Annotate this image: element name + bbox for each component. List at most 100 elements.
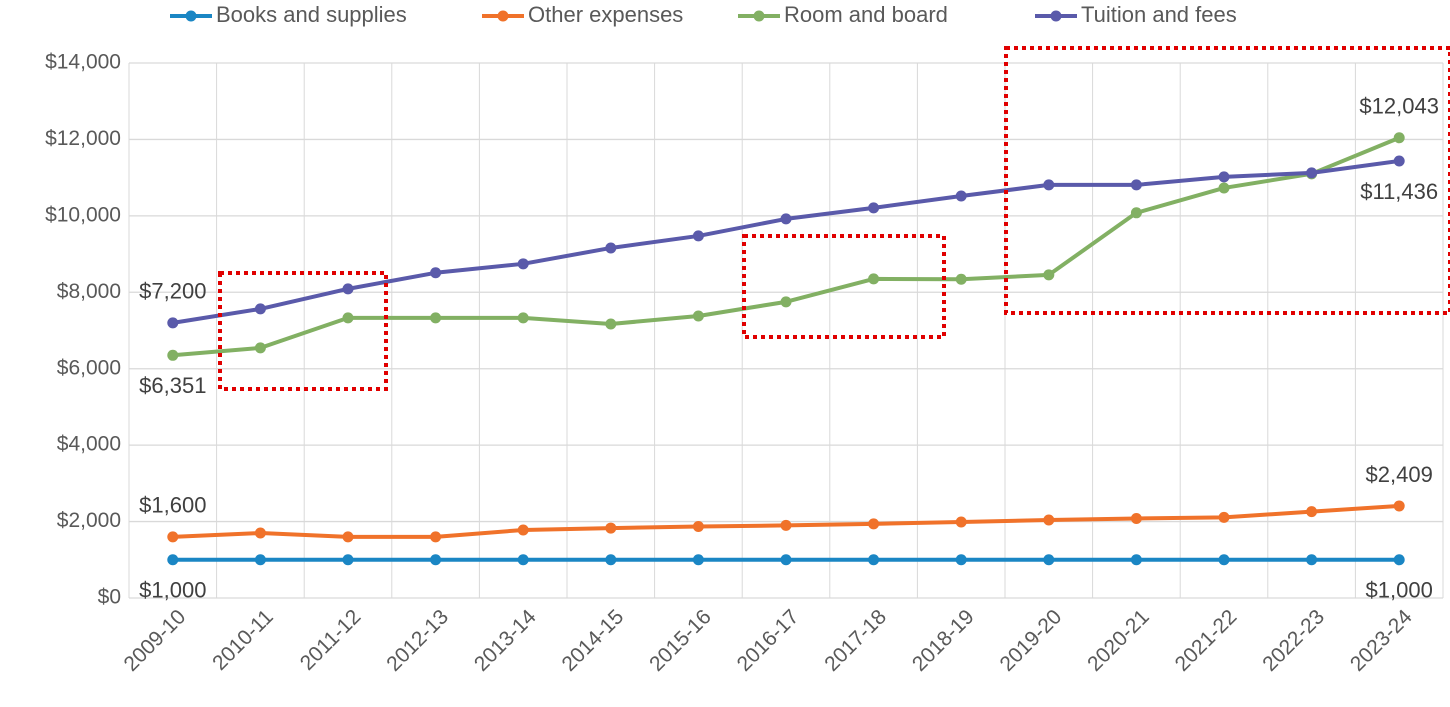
point [167,349,179,361]
point [342,531,354,543]
point [167,317,179,329]
point [1043,554,1055,566]
legend-marker [497,10,509,22]
point [955,273,967,285]
y-tick-label: $12,000 [45,127,121,150]
point [605,554,617,566]
data-label: $1,000 [139,578,206,603]
point [605,242,617,254]
point [692,521,704,533]
point [868,518,880,530]
x-tick-label: 2017-18 [820,605,891,676]
x-tick-label: 2014-15 [557,605,628,676]
point [955,190,967,202]
x-tick-label: 2015-16 [645,605,716,676]
point [342,283,354,295]
point [254,554,266,566]
data-label: $12,043 [1359,94,1439,119]
point [955,554,967,566]
point [517,258,529,270]
point [1130,179,1142,191]
data-label: $2,409 [1366,462,1433,487]
point [430,267,442,279]
y-tick-label: $2,000 [57,509,121,532]
data-label: $7,200 [139,279,206,304]
y-tick-label: $14,000 [45,51,121,74]
point [1393,132,1405,144]
y-tick-label: $10,000 [45,203,121,226]
data-label: $1,000 [1366,578,1433,603]
point [517,524,529,536]
highlight-box [218,271,388,391]
data-label: $6,351 [139,373,206,398]
point [167,554,179,566]
data-label: $11,436 [1360,179,1438,204]
point [1043,179,1055,191]
point [868,554,880,566]
y-tick-label: $4,000 [57,433,121,456]
x-tick-label: 2012-13 [382,605,453,676]
point [780,213,792,225]
x-tick-label: 2019-20 [995,605,1066,676]
legend-marker [185,10,197,22]
point [1306,506,1318,518]
point [1218,182,1230,194]
highlight-box [742,234,946,339]
point [692,310,704,322]
series-line [172,135,1400,358]
point [1393,554,1405,566]
x-tick-label: 2010-11 [208,605,278,675]
point [1043,269,1055,281]
point [430,554,442,566]
point [517,554,529,566]
point [254,342,266,354]
point [692,230,704,242]
data-label: $1,600 [139,493,206,518]
point [1218,511,1230,523]
point [1043,514,1055,526]
point [605,318,617,330]
point [780,296,792,308]
y-tick-label: $8,000 [57,280,121,303]
x-tick-label: 2018-19 [908,605,979,676]
legend-label: Room and board [784,2,948,27]
point [1130,513,1142,525]
point [1218,554,1230,566]
point [955,516,967,528]
point [868,202,880,214]
y-tick-label: $0 [98,586,121,609]
point [1130,554,1142,566]
legend-label: Tuition and fees [1081,2,1237,27]
x-tick-label: 2011-12 [296,605,366,675]
point [1306,554,1318,566]
x-tick-label: 2023-24 [1346,605,1417,676]
point [1218,171,1230,183]
highlight-box [1004,46,1450,315]
point [780,554,792,566]
point [342,554,354,566]
point [254,527,266,539]
point [167,531,179,543]
x-tick-label: 2013-14 [470,605,541,676]
grid: $0 $2,000 $4,000 $6,000 $8,000 $10,000 $12,000… [45,51,1444,676]
y-tick-label: $6,000 [57,356,121,379]
point [517,312,529,324]
x-tick-label: 2016-17 [733,605,804,676]
point [1393,500,1405,512]
point [868,273,880,285]
point [430,312,442,324]
x-tick-label: 2021-22 [1171,605,1242,676]
point [342,312,354,324]
legend-label: Books and supplies [216,2,407,27]
point [692,554,704,566]
x-tick-label: 2022-23 [1258,605,1329,676]
x-tick-label: 2009-10 [119,605,190,676]
plot [167,132,1405,566]
point [430,531,442,543]
point [605,522,617,534]
point [780,519,792,531]
x-tick-label: 2020-21 [1083,605,1154,676]
point [1130,207,1142,219]
legend-marker [1050,10,1062,22]
